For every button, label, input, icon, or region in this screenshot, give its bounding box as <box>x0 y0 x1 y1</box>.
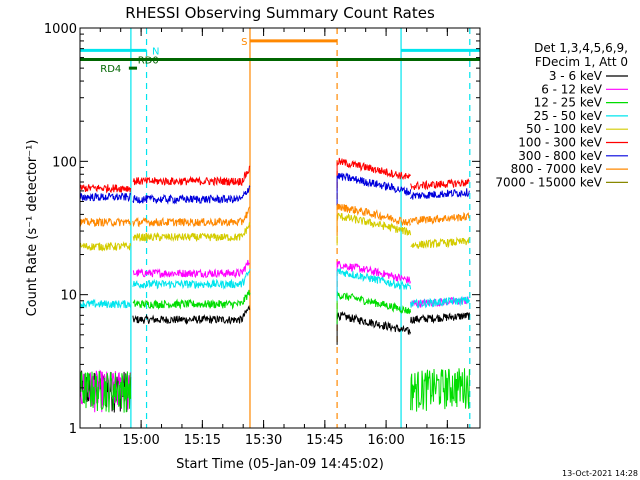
y-tick-label: 1 <box>69 422 77 437</box>
legend-label: 300 - 800 keV <box>518 149 602 163</box>
plot-area: N S RD0 RD4 <box>79 28 480 428</box>
legend-header-detectors: Det 1,3,4,5,6,9, <box>534 41 628 55</box>
legend-label: 50 - 100 keV <box>526 122 603 136</box>
flag-label: S <box>241 37 247 48</box>
y-tick-label: 10 <box>60 289 77 304</box>
legend-label: 12 - 25 keV <box>534 96 603 110</box>
x-axis: 15:00 15:15 15:30 15:45 16:00 16:15 <box>99 28 469 448</box>
series-line <box>79 172 470 206</box>
legend-header-decimation: FDecim 1, Att 0 <box>535 55 628 69</box>
legend-label: 3 - 6 keV <box>549 69 603 83</box>
x-tick-label: 15:45 <box>306 433 343 448</box>
x-tick-label: 15:15 <box>184 433 221 448</box>
series-line <box>79 267 470 309</box>
x-tick-label: 15:00 <box>122 433 159 448</box>
series-line <box>79 157 470 194</box>
x-tick-label: 16:00 <box>367 433 404 448</box>
x-tick-label: 15:30 <box>245 433 282 448</box>
legend-label: 25 - 50 keV <box>534 109 603 123</box>
x-axis-label: Start Time (05-Jan-09 14:45:02) <box>176 457 384 472</box>
legend-label: 7000 - 15000 keV <box>495 175 602 189</box>
chart-title: RHESSI Observing Summary Count Rates <box>125 4 435 22</box>
flag-label: RD4 <box>100 64 121 75</box>
x-tick-label: 16:15 <box>429 433 466 448</box>
series-line <box>79 203 470 236</box>
y-axis-label: Count Rate (s⁻¹ detector⁻¹) <box>25 140 40 317</box>
y-tick-label: 100 <box>52 155 77 170</box>
legend-label: 6 - 12 keV <box>541 82 603 96</box>
legend: Det 1,3,4,5,6,9, FDecim 1, Att 0 3 - 6 k… <box>495 41 628 189</box>
series-line <box>79 212 470 252</box>
footer-date: 13-Oct-2021 14:28 <box>562 469 638 478</box>
legend-label: 800 - 7000 keV <box>511 162 603 176</box>
legend-label: 100 - 300 keV <box>518 136 602 150</box>
y-axis: 1 10 100 1000 <box>44 22 480 437</box>
flag-label: RD0 <box>138 56 159 67</box>
y-tick-label: 1000 <box>44 22 77 37</box>
plot-frame <box>79 27 481 429</box>
series-line <box>79 289 470 413</box>
flag-label: N <box>152 46 159 57</box>
